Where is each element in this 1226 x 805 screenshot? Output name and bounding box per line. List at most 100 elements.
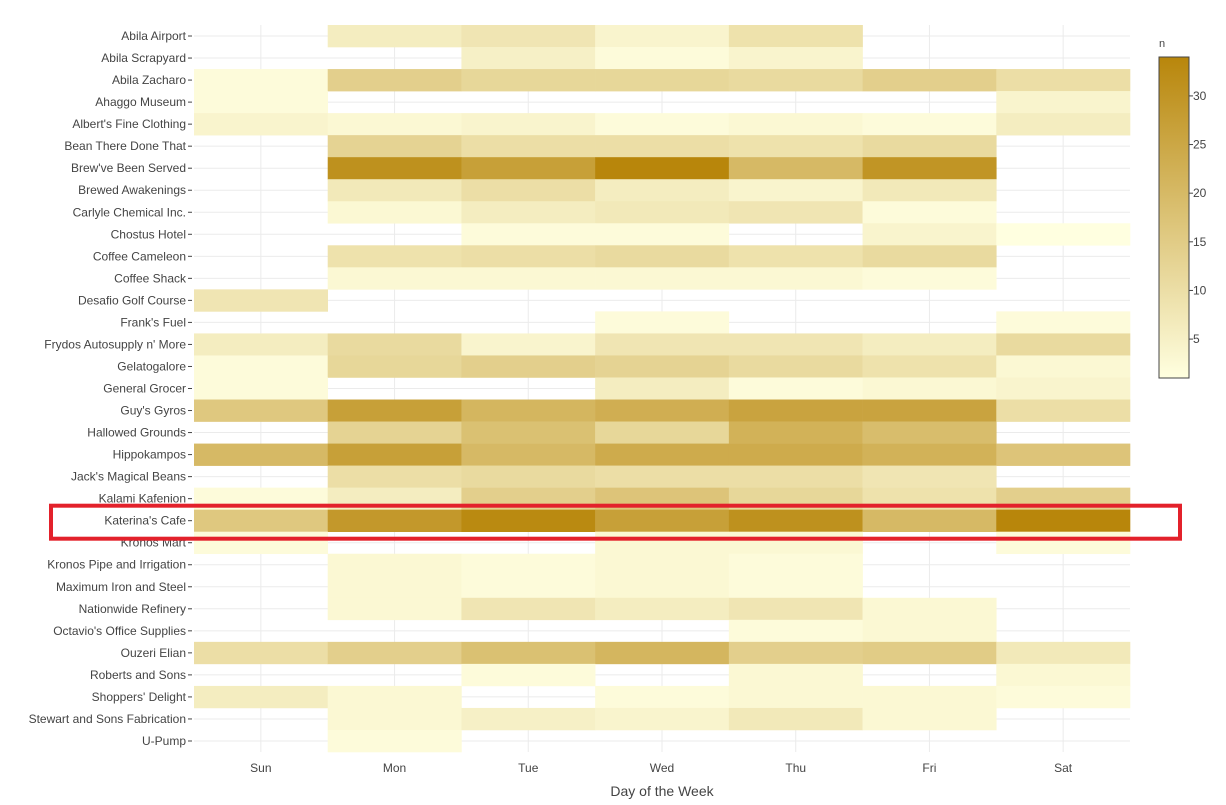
heatmap-cell (327, 729, 462, 753)
heatmap-cell (595, 641, 730, 665)
y-tick-label: Kronos Pipe and Irrigation (47, 558, 186, 572)
x-tick-labels: Sun Mon Tue Wed Thu Fri Sat (250, 761, 1073, 775)
heatmap-cell (461, 47, 596, 70)
heatmap-cell (461, 553, 596, 577)
y-tick-label: Coffee Shack (114, 271, 187, 285)
heatmap-cell (996, 333, 1131, 356)
heatmap-cell (194, 69, 329, 92)
heatmap-cell (728, 47, 863, 70)
heatmap-cell (728, 531, 863, 555)
heatmap-cell (996, 641, 1131, 665)
heatmap-cell (728, 355, 863, 378)
y-tick-label: Shoppers' Delight (92, 690, 187, 704)
colorbar: n 5 10 15 20 25 30 (1158, 38, 1207, 379)
y-tick-label: Jack's Magical Beans (71, 470, 186, 484)
heatmap-cell (327, 157, 462, 180)
heatmap-cell (996, 399, 1131, 422)
heatmap-cell (595, 25, 730, 48)
heatmap-cell (862, 245, 997, 268)
colorbar-tick-label: 10 (1193, 283, 1207, 297)
heatmap-cell (595, 685, 730, 709)
heatmap-cell (327, 597, 462, 621)
heatmap-cell (728, 377, 863, 400)
heatmap-cell (461, 245, 596, 268)
heatmap-cell (327, 553, 462, 577)
heatmap-cell (327, 267, 462, 290)
heatmap-cell (595, 443, 730, 466)
heatmap-cell (996, 355, 1131, 378)
heatmap-cell (461, 267, 596, 290)
heatmap-cell (996, 311, 1131, 334)
heatmap-cell (862, 333, 997, 356)
heatmap-cell (194, 355, 329, 378)
heatmap-cell (327, 641, 462, 665)
heatmap-cell (862, 69, 997, 92)
heatmap-cell (728, 267, 863, 290)
heatmap-cell (194, 399, 329, 422)
x-tick-label: Sat (1054, 761, 1073, 775)
y-tick-label: Frank's Fuel (120, 315, 186, 329)
heatmap-cell (996, 91, 1131, 114)
heatmap-cell (327, 201, 462, 224)
heatmap-cell (595, 509, 730, 532)
heatmap-cell (728, 25, 863, 48)
y-tick-label: Bean There Done That (64, 139, 186, 153)
heatmap-cell (327, 443, 462, 466)
heatmap-cell (461, 597, 596, 621)
heatmap-cell (862, 201, 997, 224)
colorbar-gradient (1158, 56, 1190, 379)
heatmap-cell (327, 421, 462, 444)
heatmap-cell (728, 157, 863, 180)
heatmap-cell (194, 641, 329, 665)
y-tick-label: Nationwide Refinery (79, 602, 186, 616)
heatmap-cell (728, 553, 863, 577)
x-tick-label: Fri (922, 761, 936, 775)
heatmap-cell (728, 641, 863, 665)
heatmap-cell (728, 421, 863, 444)
y-tick-label: Chostus Hotel (111, 227, 186, 241)
y-tick-label: Katerina's Cafe (104, 514, 186, 528)
heatmap-cell (862, 179, 997, 202)
heatmap-cell (461, 707, 596, 731)
heatmap-cell (595, 553, 730, 577)
heatmap-cell (595, 421, 730, 444)
y-tick-label: Stewart and Sons Fabrication (29, 712, 186, 726)
heatmap-cell (862, 377, 997, 400)
heatmap-cell (728, 619, 863, 643)
heatmap-cell (461, 421, 596, 444)
y-tick-label: Maximum Iron and Steel (56, 580, 186, 594)
heatmap-cell (862, 685, 997, 709)
y-tick-label: Roberts and Sons (90, 668, 186, 682)
heatmap-cell (595, 465, 730, 488)
y-tick-label: Hallowed Grounds (87, 426, 186, 440)
heatmap-cell (728, 685, 863, 709)
y-tick-label: Hippokampos (113, 448, 186, 462)
heatmap-cell (862, 707, 997, 731)
heatmap-cell (461, 333, 596, 356)
heatmap-cell (996, 69, 1131, 92)
heatmap-cell (327, 685, 462, 709)
heatmap-cell (862, 355, 997, 378)
x-tick-label: Wed (650, 761, 674, 775)
heatmap-cell (862, 399, 997, 422)
heatmap-cell (728, 201, 863, 224)
heatmap-cell (595, 157, 730, 180)
heatmap-cell (728, 113, 863, 136)
heatmap-cell (595, 399, 730, 422)
y-tick-label: Desafio Golf Course (78, 293, 186, 307)
colorbar-tick-label: 25 (1193, 138, 1207, 152)
heatmap-cell (461, 509, 596, 532)
heatmap-cell (327, 355, 462, 378)
heatmap-cell (461, 575, 596, 599)
heatmap-cell (194, 685, 329, 709)
heatmap-cell (728, 135, 863, 158)
y-tick-label: Ouzeri Elian (121, 646, 186, 660)
x-tick-label: Mon (383, 761, 406, 775)
heatmap-cell (595, 707, 730, 731)
y-tick-label: General Grocer (103, 382, 186, 396)
heatmap-cell (862, 619, 997, 643)
heatmap-cell (327, 465, 462, 488)
heatmap-cell (996, 443, 1131, 466)
heatmap-cell (595, 201, 730, 224)
heatmap-cell (595, 179, 730, 202)
